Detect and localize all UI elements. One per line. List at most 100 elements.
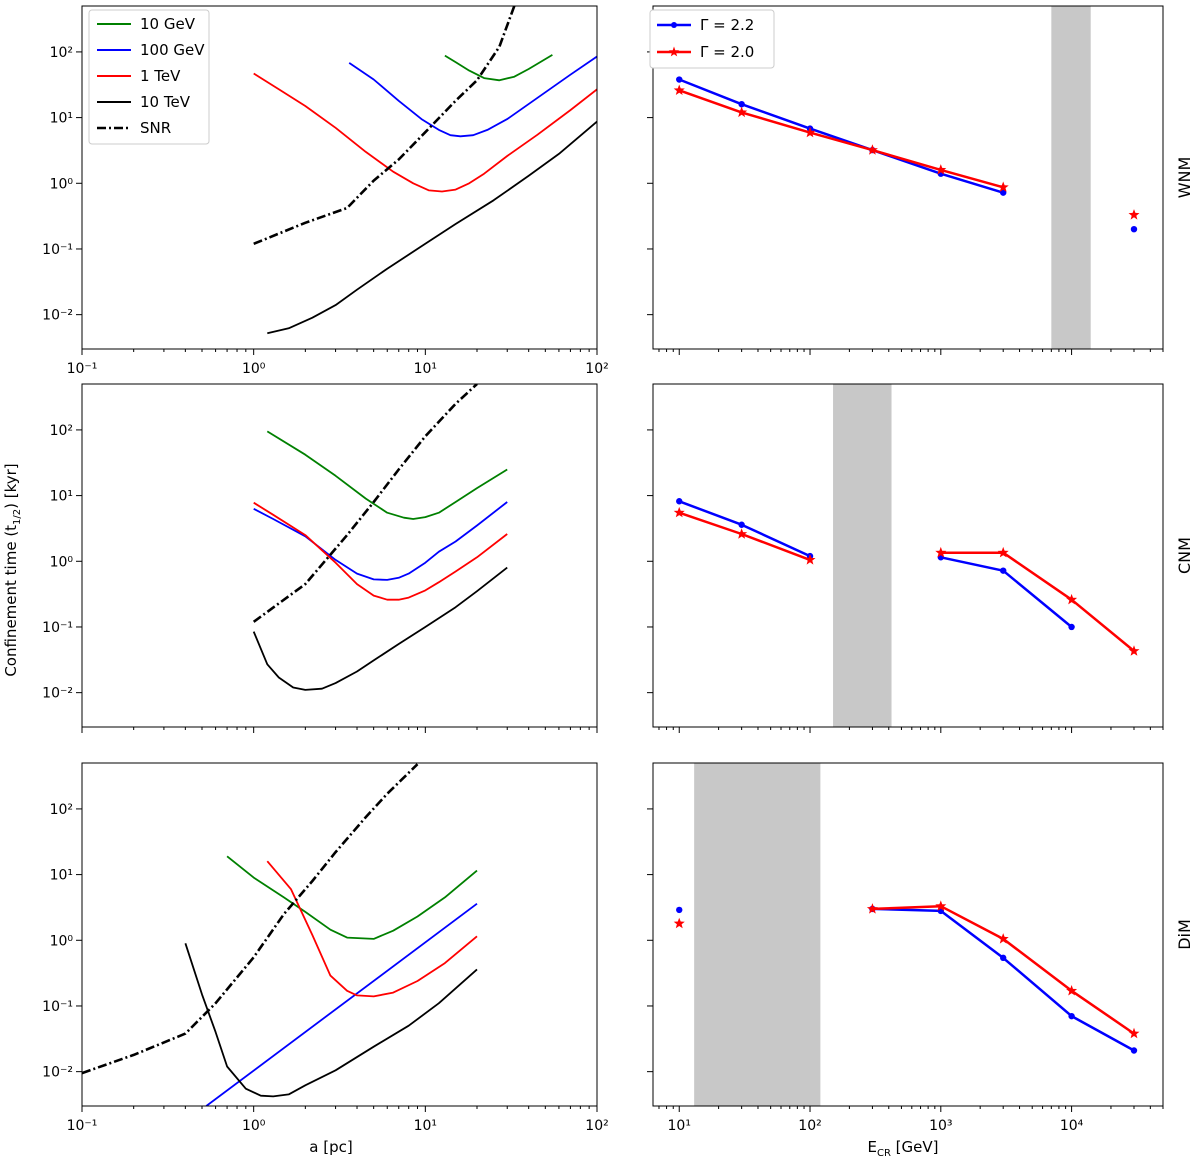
y-tick-label: 10⁰: [50, 554, 74, 570]
series-line-1-tev: [253, 72, 597, 193]
series-line--2-2: [678, 78, 1004, 194]
y-tick-label: 10²: [50, 802, 73, 818]
y-axis-label-suffix: ) [kyr]: [2, 463, 20, 509]
point--2-2: [1130, 1047, 1138, 1054]
axes-frame: [81, 762, 598, 1107]
x-tick-label: 10³: [929, 1118, 952, 1134]
series-line-snr: [253, 6, 516, 246]
x-tick-label: 10¹: [668, 1118, 691, 1134]
series-line-10-tev: [267, 120, 597, 335]
legend-marker-gamma22: [671, 22, 677, 28]
point--2-0: [673, 84, 685, 95]
series-line--2-0: [872, 904, 1135, 1035]
point--2-0: [935, 164, 947, 175]
panel-right-WNM: WNM: [647, 5, 1194, 355]
panel-label-cnm: CNM: [1175, 537, 1194, 574]
legend-label-100gev: 100 GeV: [140, 41, 205, 59]
panel-right-CNM: CNM: [647, 383, 1194, 733]
point--2-0: [935, 546, 947, 558]
legend-label-10gev: 10 GeV: [140, 15, 196, 33]
y-tick-label: 10⁻¹: [42, 620, 73, 636]
y-tick-label: 10²: [50, 45, 73, 61]
panel-label-wnm: WNM: [1175, 157, 1194, 199]
x-tick-label: 10²: [585, 361, 608, 377]
left-legend: 10 GeV 100 GeV 1 TeV 10 TeV SNR: [88, 9, 210, 145]
series-line-10-gev: [444, 54, 553, 82]
series-line-1-tev: [253, 501, 508, 601]
legend-label-gamma22: Γ = 2.2: [700, 16, 754, 34]
legend-label-snr: SNR: [140, 119, 171, 137]
series-line-snr: [82, 763, 419, 1075]
x-tick-label: 10⁴: [1060, 1118, 1084, 1134]
point--2-0: [866, 144, 878, 155]
panel-right-DiM: 10¹ 10² 10³ 10⁴ DiM: [647, 762, 1194, 1134]
x-tick-label: 10⁻¹: [67, 361, 98, 377]
series-group: [253, 6, 597, 335]
right-legend: Γ = 2.2 Γ = 2.0: [649, 9, 775, 69]
legend-label-gamma20: Γ = 2.0: [700, 43, 754, 61]
y-tick-label: 10¹: [50, 868, 73, 884]
point--2-0: [997, 181, 1009, 192]
point--2-2: [1068, 623, 1075, 631]
y-tick-label: 10¹: [50, 111, 73, 127]
axes-frame: [652, 383, 1164, 728]
axes-frame: [81, 5, 598, 350]
point--2-0: [1066, 985, 1078, 996]
x-tick-label: 10²: [798, 1118, 821, 1134]
series-line-10-gev: [266, 430, 508, 520]
point--2-0: [804, 554, 816, 565]
x-tick-label: 10¹: [414, 361, 437, 377]
y-tick-label: 10⁻¹: [42, 242, 73, 258]
right-x-axis-label-main: E: [867, 1138, 876, 1156]
series-line-100-gev: [348, 55, 597, 138]
right-x-axis-label: ECR [GeV]: [867, 1138, 938, 1159]
y-tick-label: 10¹: [50, 489, 73, 505]
panel-left-DiM: 10⁻² 10⁻¹ 10⁰ 10¹ 10² 10⁻¹ 10⁰ 10¹ 10²: [42, 762, 609, 1134]
y-axis-label-main: Confinement time (t: [2, 525, 20, 677]
panel-left-WNM: 10⁻² 10⁻¹ 10⁰ 10¹ 10² 10⁻¹ 10⁰ 10¹ 10²: [42, 5, 609, 377]
series-group: [82, 763, 478, 1106]
series-group: [673, 76, 1140, 233]
point--2-0: [866, 903, 878, 914]
point--2-0: [935, 900, 947, 911]
y-tick-label: 10⁻¹: [42, 999, 73, 1015]
shaded-band: [833, 384, 892, 727]
x-tick-label: 10⁰: [242, 1118, 266, 1134]
point--2-0: [1128, 209, 1140, 220]
point--2-0: [1128, 1027, 1140, 1039]
series-line-1-tev: [266, 860, 478, 998]
right-x-axis-label-suffix: [GeV]: [891, 1138, 939, 1156]
series-group: [673, 900, 1140, 1054]
series-line-10-tev: [252, 566, 508, 691]
x-tick-label: 10⁰: [242, 361, 266, 377]
series-line--2-0: [678, 89, 1004, 189]
point--2-2: [1000, 189, 1007, 196]
panel-left-CNM: 10⁻² 10⁻¹ 10⁰ 10¹ 10²: [42, 383, 598, 733]
y-axis-label-sub: 1/2: [12, 509, 23, 525]
point--2-0: [1128, 645, 1140, 656]
point--2-0: [736, 528, 748, 539]
series-line-snr: [252, 384, 478, 623]
series-line-10-tev: [184, 943, 478, 1098]
y-tick-label: 10⁰: [50, 176, 74, 192]
panel-label-dim: DiM: [1175, 919, 1194, 950]
series-line-100-gev: [205, 902, 478, 1106]
point--2-0: [997, 933, 1009, 944]
point--2-2: [1130, 225, 1138, 233]
axes-frame: [652, 5, 1164, 350]
y-tick-label: 10⁰: [50, 933, 74, 949]
legend-marker-gamma20: [668, 46, 680, 57]
shaded-band: [1051, 6, 1091, 349]
y-tick-label: 10⁻²: [42, 686, 73, 702]
point--2-0: [1066, 593, 1078, 605]
y-axis-label: Confinement time (t1/2) [kyr]: [2, 463, 23, 676]
series-line--2-2: [940, 556, 1073, 628]
x-tick-label: 10¹: [414, 1118, 437, 1134]
series-line--2-0: [940, 551, 1135, 652]
point--2-2: [738, 521, 745, 528]
point--2-0: [736, 106, 748, 118]
point--2-0: [673, 506, 685, 518]
series-line--2-2: [872, 907, 1135, 1052]
left-x-axis-label: a [pc]: [309, 1138, 352, 1156]
